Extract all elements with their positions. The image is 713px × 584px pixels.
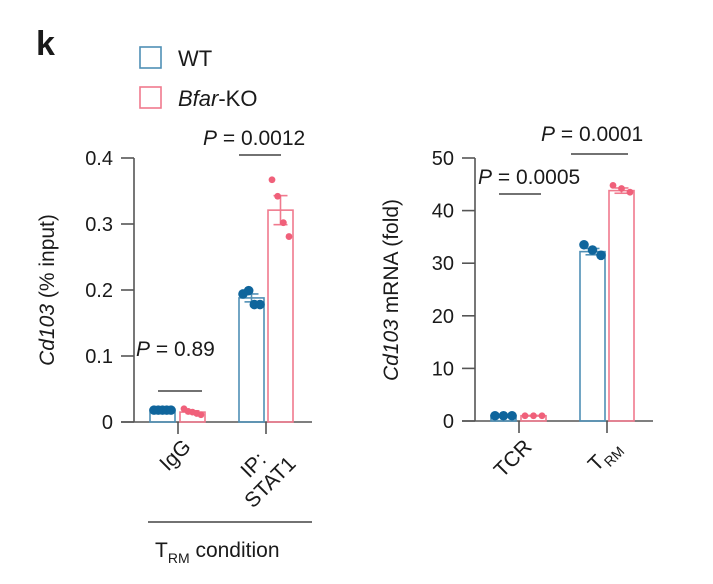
y-tick-label: 10	[432, 358, 454, 380]
data-point	[521, 412, 529, 420]
data-point	[243, 285, 254, 296]
p-value: = 0.0012	[217, 127, 305, 150]
data-point	[626, 188, 634, 196]
p-value: = 0.89	[150, 338, 215, 361]
data-point	[285, 233, 293, 240]
y-tick-label: 40	[432, 201, 454, 223]
data-point	[507, 410, 517, 421]
p-value: = 0.0005	[492, 166, 580, 189]
panel-label: k	[36, 25, 55, 63]
x-axis-label-sub: RM	[168, 550, 190, 566]
data-point	[530, 412, 537, 420]
data-point	[618, 185, 625, 192]
x-axis-label: TRM condition	[155, 539, 280, 566]
y-tick-label: 50	[432, 148, 454, 170]
y-tick-label: 0	[102, 412, 113, 434]
legend-label-wt: WT	[178, 46, 212, 71]
bar	[267, 209, 294, 423]
y-axis-label: Cd103 mRNA (fold)	[380, 199, 403, 381]
bar	[608, 189, 635, 422]
legend-swatch-ko	[139, 86, 162, 109]
data-point	[609, 181, 617, 189]
y-tick-label: 20	[432, 306, 454, 328]
p-value: = 0.0001	[555, 123, 643, 146]
data-point	[538, 412, 546, 420]
y-axis-label-unit: (% input)	[36, 214, 59, 304]
p-symbol: P	[203, 127, 217, 150]
x-tick-label: TRM	[584, 435, 628, 479]
x-axis-label-main: T	[155, 539, 168, 562]
p-symbol: P	[541, 123, 555, 146]
p-value-label: P = 0.0012	[203, 127, 305, 150]
data-point	[596, 250, 606, 261]
data-point	[579, 239, 589, 250]
y-tick-label: 0.4	[85, 148, 113, 170]
data-point	[268, 176, 276, 184]
x-tick-label-line: IgG	[155, 435, 195, 475]
y-axis-label-unit: mRNA (fold)	[380, 199, 403, 319]
legend-swatch-wt	[139, 46, 162, 69]
data-point	[255, 299, 265, 310]
legend: WT Bfar-KO	[139, 46, 257, 111]
y-tick-label: 30	[432, 253, 454, 275]
data-point	[166, 405, 176, 415]
y-axis-label-gene: Cd103	[36, 304, 59, 366]
bar	[579, 250, 606, 422]
legend-label-ko: Bfar-KO	[178, 86, 257, 111]
data-point	[279, 219, 287, 227]
data-point	[197, 411, 205, 419]
y-axis-label: Cd103 (% input)	[36, 214, 59, 366]
data-point	[587, 245, 598, 255]
data-point	[274, 192, 282, 200]
p-symbol: P	[136, 338, 150, 361]
p-value-label: P = 0.0001	[541, 123, 643, 146]
bar	[238, 297, 265, 423]
p-value-label: P = 0.89	[136, 338, 215, 361]
y-tick-label: 0.3	[85, 214, 113, 236]
x-tick-label: TCR	[490, 435, 537, 482]
data-point	[490, 410, 500, 421]
p-value-label: P = 0.0005	[478, 166, 580, 189]
data-point	[498, 410, 509, 421]
x-tick-label: IP:STAT1	[223, 435, 300, 512]
y-tick-label: 0.2	[85, 280, 113, 302]
x-axis-label-rest: condition	[190, 539, 280, 562]
y-tick-label: 0	[443, 411, 454, 433]
p-symbol: P	[478, 166, 492, 189]
x-tick-label-line: TCR	[490, 435, 537, 482]
y-axis-label-gene: Cd103	[380, 319, 403, 381]
y-tick-label: 0.1	[85, 346, 113, 368]
x-tick-label: IgG	[155, 435, 195, 475]
